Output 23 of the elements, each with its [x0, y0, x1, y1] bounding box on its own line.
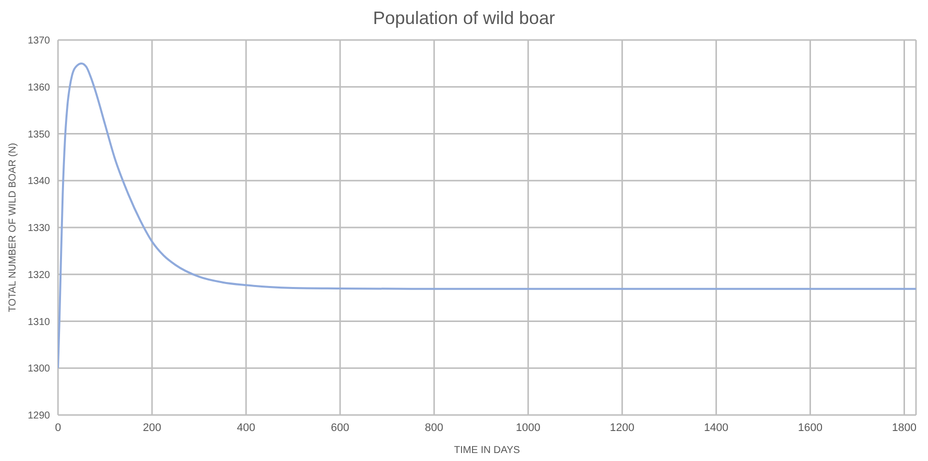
x-tick-label: 200	[142, 422, 162, 434]
y-tick-label: 1330	[28, 223, 50, 234]
x-tick-label: 1800	[892, 422, 916, 434]
y-tick-label: 1350	[28, 129, 50, 140]
x-tick-label: 1200	[610, 422, 634, 434]
y-tick-label: 1340	[28, 176, 50, 188]
y-tick-label: 1300	[28, 364, 50, 375]
y-tick-label: 1360	[28, 82, 50, 94]
x-axis-title: TIME IN DAYS	[454, 445, 520, 456]
y-tick-label: 1310	[28, 316, 50, 328]
line-series	[58, 62, 916, 370]
y-tick-label: 1290	[28, 410, 50, 422]
x-tick-label: 0	[54, 422, 62, 434]
y-tick-label: 1370	[28, 36, 50, 47]
y-axis-title: TOTAL NUMBER OF WILD BOAR (N)	[8, 142, 19, 312]
x-tick-label: 600	[330, 422, 350, 434]
x-tick-label: 1000	[516, 422, 540, 434]
x-tick-label: 400	[236, 422, 256, 434]
x-tick-label: 800	[424, 422, 444, 434]
x-tick-label: 1600	[798, 422, 822, 434]
chart-title: Population of wild boar	[372, 8, 556, 30]
x-tick-label: 1400	[704, 422, 728, 434]
y-tick-label: 1320	[28, 270, 50, 281]
